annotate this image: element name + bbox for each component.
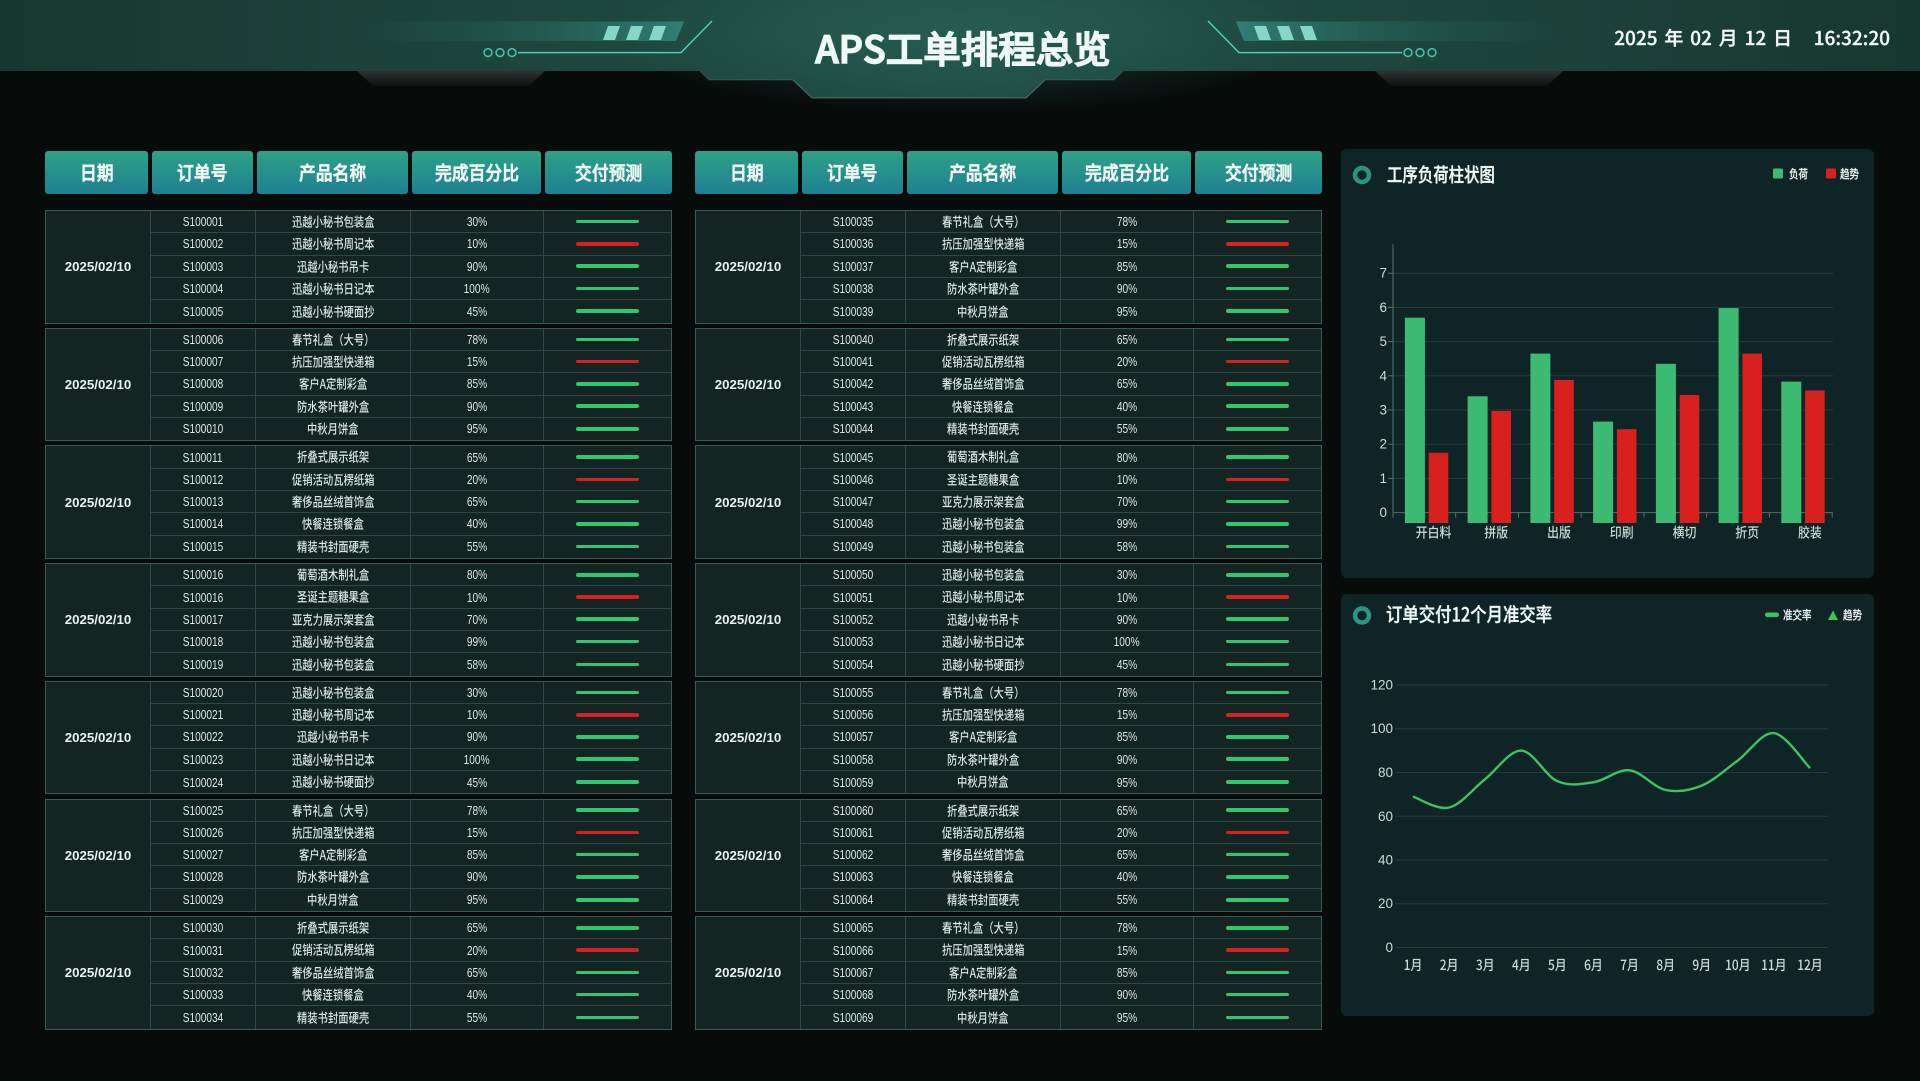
svg-text:2: 2 xyxy=(1379,437,1387,452)
svg-text:60: 60 xyxy=(1378,809,1393,824)
svg-text:40: 40 xyxy=(1378,853,1393,868)
svg-text:3: 3 xyxy=(1379,403,1387,418)
svg-text:4: 4 xyxy=(1379,368,1387,383)
svg-text:1: 1 xyxy=(1379,471,1387,486)
svg-text:20: 20 xyxy=(1378,896,1393,911)
svg-text:7: 7 xyxy=(1379,266,1387,281)
svg-text:0: 0 xyxy=(1379,505,1387,520)
svg-text:100: 100 xyxy=(1370,721,1393,736)
svg-text:5: 5 xyxy=(1379,334,1387,349)
svg-text:120: 120 xyxy=(1370,678,1393,693)
svg-text:0: 0 xyxy=(1385,940,1393,955)
svg-text:6: 6 xyxy=(1379,300,1387,315)
svg-text:80: 80 xyxy=(1378,765,1393,780)
